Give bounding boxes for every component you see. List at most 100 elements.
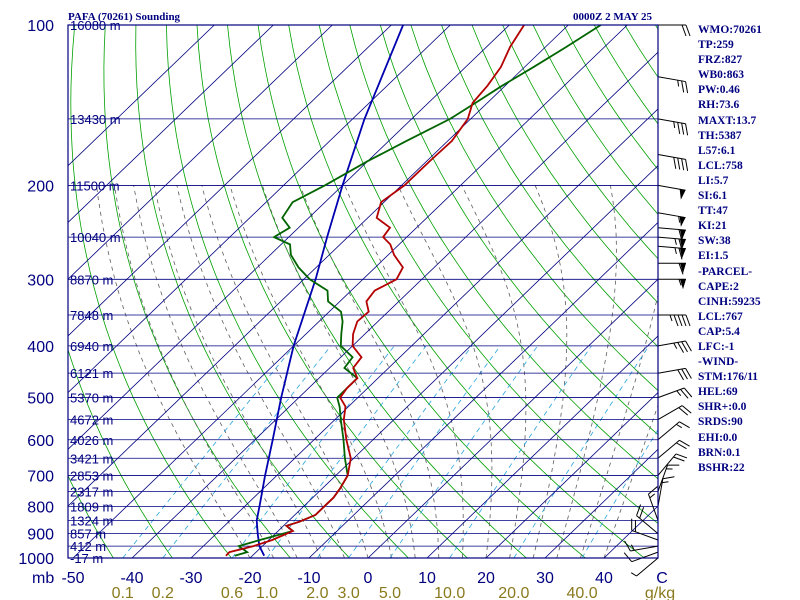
- isotherm-line: [72, 25, 628, 558]
- wind-barb-full: [685, 24, 691, 37]
- index-entry: SW:38: [698, 235, 731, 248]
- wind-barb-staff: [636, 515, 659, 534]
- dry-adiabat-line: [288, 25, 645, 558]
- wind-barb-full: [685, 123, 689, 136]
- dewpoint-line: [234, 25, 602, 557]
- moist-adiabat-line: [344, 185, 464, 558]
- dry-adiabat-line: [227, 25, 527, 558]
- wind-barb-staff: [657, 478, 664, 507]
- index-entry: BRN:0.1: [698, 446, 741, 459]
- wind-barb-full: [681, 314, 687, 327]
- index-entry: SRDS:90: [698, 416, 743, 429]
- pressure-tick-label: 200: [27, 178, 54, 195]
- temperature-tick-label: 20: [477, 570, 495, 587]
- index-entry: PW:0.46: [698, 84, 740, 97]
- wind-barb-staff: [631, 551, 659, 563]
- wind-barb-full: [683, 387, 693, 398]
- background-lines: [68, 25, 658, 558]
- isotherm-line: [68, 25, 274, 223]
- index-entry: CAPE:2: [698, 280, 739, 293]
- isotherm-line: [68, 25, 392, 337]
- mixing-ratio-tick-label: 0.6: [221, 585, 243, 600]
- height-label: 2853 m: [70, 468, 113, 483]
- wind-barb: [657, 453, 688, 476]
- mixing-ratio-tick-label: 3.0: [337, 585, 359, 600]
- wind-barb-staff: [657, 387, 685, 399]
- wind-barb-half: [673, 121, 676, 129]
- pressure-unit-label: mb: [32, 570, 54, 587]
- index-entry: SHR+:0.0: [698, 401, 747, 414]
- wind-barb-full: [681, 24, 687, 37]
- height-label: -17 m: [70, 551, 103, 566]
- wind-barb-half: [678, 216, 681, 223]
- station-title: PAFA (70261) Sounding: [68, 11, 181, 23]
- height-label: 8870 m: [70, 272, 113, 287]
- index-entry: -PARCEL-: [698, 265, 753, 278]
- moist-adiabat-line: [153, 185, 322, 558]
- wind-barb: [657, 154, 689, 171]
- wind-barb-full: [675, 453, 688, 459]
- wind-barb-staff: [657, 367, 686, 374]
- isotherm-line: [131, 51, 658, 558]
- isotherm-line: [367, 278, 658, 558]
- height-label: 13430 m: [70, 112, 121, 127]
- wind-barb: [657, 340, 692, 353]
- temperature-tick-label: -50: [61, 570, 84, 587]
- wind-barb: [657, 184, 686, 200]
- sounding-datetime: 0000Z 2 MAY 25: [573, 11, 652, 23]
- mixing-ratio-line: [266, 345, 427, 558]
- isotherm-line: [190, 108, 658, 558]
- wind-barb-full: [634, 520, 636, 532]
- index-entry: CAP:5.4: [698, 325, 740, 338]
- height-label: 3421 m: [70, 451, 113, 466]
- wind-barb-staff: [657, 118, 686, 125]
- wind-barb-half: [673, 342, 678, 349]
- pressure-tick-label: 300: [27, 272, 54, 289]
- isotherm-line: [544, 448, 658, 558]
- moist-adiabat-line: [133, 185, 298, 558]
- wind-barb: [658, 262, 686, 275]
- mixing-ratio-tick-label: 2.0: [306, 585, 328, 600]
- wind-barb-full: [679, 439, 690, 447]
- wind-barb-full: [678, 229, 683, 241]
- height-label: 7848 m: [70, 308, 113, 323]
- wind-barb-full: [678, 263, 684, 275]
- index-entry: BSHR:22: [698, 461, 745, 474]
- wind-barb-staff: [657, 154, 686, 160]
- pressure-tick-label: 100: [27, 18, 54, 35]
- isotherm-line: [68, 25, 215, 167]
- wind-barb: [657, 118, 689, 136]
- temperature-tick-label: 40: [595, 570, 613, 587]
- mixing-ratio-tick-label: 1.0: [256, 585, 278, 600]
- wind-barb-full: [685, 314, 691, 327]
- wind-barb: [657, 387, 693, 399]
- wind-barb-staff: [657, 340, 686, 347]
- mixing-ratio-tick-label: 10.0: [434, 585, 465, 600]
- pressure-tick-label: 700: [27, 468, 54, 485]
- moist-adiabat-line: [114, 185, 274, 558]
- wind-barb-half: [676, 423, 683, 429]
- wind-barb-pennant: [679, 248, 686, 259]
- index-entry: CINH:59235: [698, 295, 761, 308]
- wind-barb-full: [678, 407, 689, 416]
- temperature-tick-label: 30: [536, 570, 554, 587]
- height-label: 6121 m: [70, 366, 113, 381]
- mixing-ratio-tick-label: 40.0: [566, 585, 597, 600]
- wind-barb-full: [677, 122, 681, 134]
- wind-barb-half: [669, 314, 673, 322]
- mixing-ratio-unit-label: g/kg: [645, 585, 675, 600]
- isotherm-line: [68, 25, 569, 507]
- mixing-ratio-tick-label: 20.0: [498, 585, 529, 600]
- wind-barb-pennant: [679, 216, 686, 227]
- wind-barb-full: [676, 442, 687, 450]
- index-entry: LFC:-1: [698, 340, 735, 353]
- moist-adiabat-line: [299, 185, 440, 558]
- isotherm-line: [68, 25, 451, 394]
- dry-adiabat-line: [135, 25, 350, 558]
- wind-barb: [657, 405, 692, 421]
- height-label: 11500 m: [70, 178, 120, 193]
- wind-barb-half: [678, 279, 682, 286]
- temperature-tick-label: -40: [120, 570, 143, 587]
- pressure-tick-label: 600: [27, 433, 54, 450]
